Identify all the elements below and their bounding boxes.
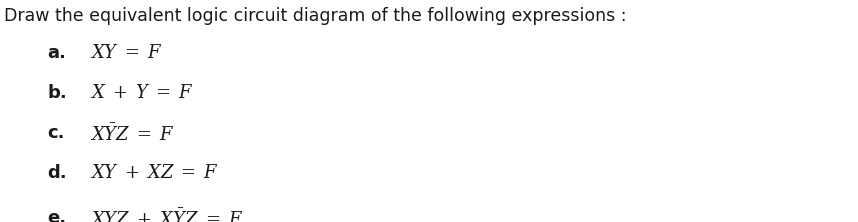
Text: $\mathit{X\bar{Y}Z\;=\;F}$: $\mathit{X\bar{Y}Z\;=\;F}$ bbox=[90, 124, 175, 145]
Text: $\mathit{XY\;=\;F}$: $\mathit{XY\;=\;F}$ bbox=[90, 44, 162, 62]
Text: d.: d. bbox=[47, 164, 67, 182]
Text: $\mathit{XYZ\;+\;X\bar{Y}Z\;=\;F}$: $\mathit{XYZ\;+\;X\bar{Y}Z\;=\;F}$ bbox=[90, 209, 244, 222]
Text: c.: c. bbox=[47, 124, 64, 142]
Text: $\mathit{X\;+\;Y\;=\;F}$: $\mathit{X\;+\;Y\;=\;F}$ bbox=[90, 84, 194, 102]
Text: $\mathit{XY\;+\;XZ\;=\;F}$: $\mathit{XY\;+\;XZ\;=\;F}$ bbox=[90, 164, 219, 182]
Text: Draw the equivalent logic circuit diagram of the following expressions :: Draw the equivalent logic circuit diagra… bbox=[4, 7, 627, 25]
Text: e.: e. bbox=[47, 209, 66, 222]
Text: a.: a. bbox=[47, 44, 66, 62]
Text: b.: b. bbox=[47, 84, 67, 102]
